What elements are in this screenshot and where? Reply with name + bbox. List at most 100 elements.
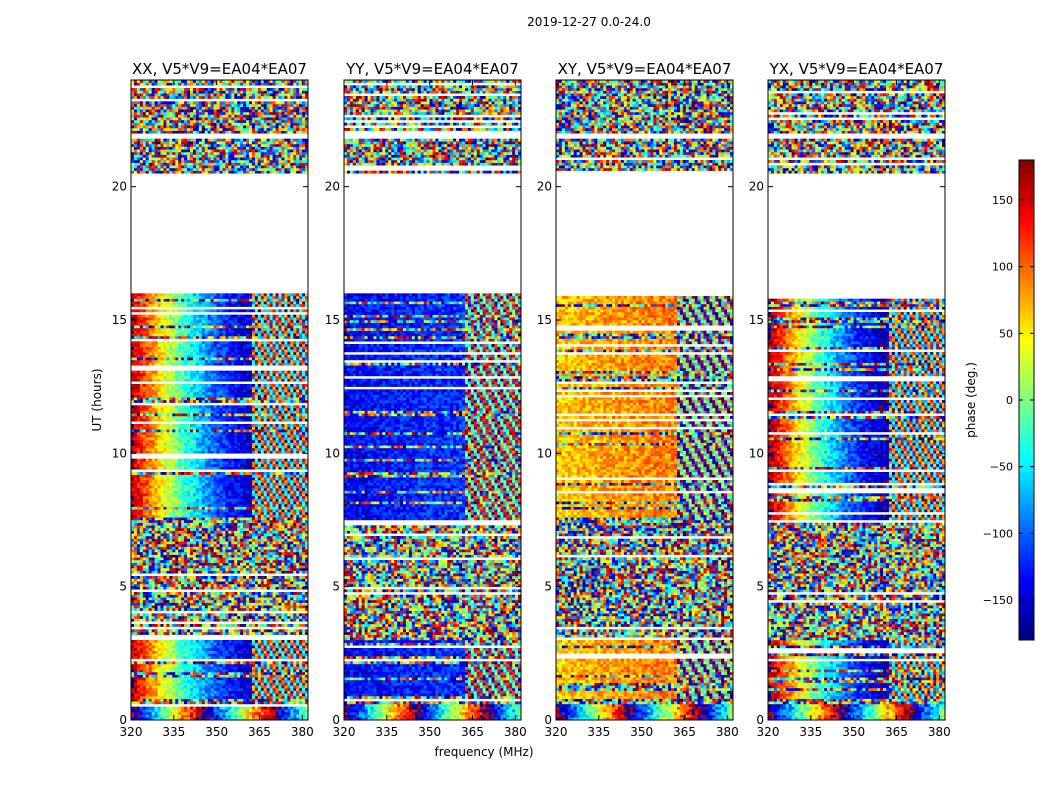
heatmap-cell [163,699,166,702]
heatmap-cell [225,651,228,654]
heatmap-cell [296,675,299,678]
heatmap-cell [252,699,255,702]
heatmap-cell [249,712,252,715]
heatmap-cell [279,645,282,648]
heatmap-cell [149,629,152,632]
heatmap-cell [255,648,258,651]
heatmap-cell [155,629,158,632]
heatmap-cell [172,677,175,680]
heatmap-cell [237,677,240,680]
heatmap-cell [220,648,223,651]
heatmap-cell [293,701,296,704]
heatmap-cell [161,709,164,712]
heatmap-cell [172,685,175,688]
heatmap-cell [155,672,158,675]
heatmap-cell [243,707,246,710]
heatmap-cell [287,672,290,675]
heatmap-cell [178,667,181,670]
heatmap-cell [158,701,161,704]
heatmap-cell [193,661,196,664]
heatmap-cell [196,709,199,712]
heatmap-cell [187,640,190,643]
heatmap-cell [279,680,282,683]
heatmap-cell [261,651,264,654]
heatmap-cell [228,669,231,672]
heatmap-cell [249,696,252,699]
heatmap-cell [273,693,276,696]
heatmap-cell [246,683,249,686]
heatmap-cell [246,675,249,678]
heatmap-cell [134,629,137,632]
heatmap-cell [184,709,187,712]
heatmap-cell [214,664,217,667]
heatmap-cell [281,712,284,715]
heatmap-cell [163,624,166,627]
heatmap-cell [175,632,178,635]
heatmap-cell [146,629,149,632]
heatmap-cell [258,664,261,667]
heatmap-cell [161,632,164,635]
heatmap-cell [205,629,208,632]
heatmap-cell [190,712,193,715]
heatmap-cell [205,667,208,670]
heatmap-cell [293,688,296,691]
heatmap-cell [255,643,258,646]
heatmap-cell [234,683,237,686]
heatmap-cell [296,667,299,670]
heatmap-cell [276,653,279,656]
heatmap-cell [208,712,211,715]
heatmap-cell [290,715,293,718]
heatmap-cell [214,680,217,683]
heatmap-cell [220,653,223,656]
heatmap-cell [255,699,258,702]
heatmap-cell [302,661,305,664]
heatmap-cell [284,680,287,683]
heatmap-cell [202,680,205,683]
heatmap-cell [240,643,243,646]
heatmap-cell [267,707,270,710]
heatmap-cell [220,645,223,648]
heatmap-cell [217,643,220,646]
heatmap-cell [276,715,279,718]
heatmap-cell [175,643,178,646]
heatmap-cell [284,685,287,688]
heatmap-cell [134,664,137,667]
heatmap-cell [255,683,258,686]
heatmap-cell [143,667,146,670]
heatmap-cell [302,712,305,715]
heatmap-cell [172,656,175,659]
heatmap-cell [237,688,240,691]
heatmap-cell [190,693,193,696]
heatmap-cell [202,648,205,651]
heatmap-cell [211,669,214,672]
heatmap-cell [172,709,175,712]
heatmap-cell [287,677,290,680]
heatmap-cell [296,693,299,696]
heatmap-cell [134,675,137,678]
heatmap-cell [296,691,299,694]
heatmap-cell [140,651,143,654]
heatmap-cell [208,691,211,694]
heatmap-cell [166,688,169,691]
heatmap-cell [284,643,287,646]
heatmap-cell [261,696,264,699]
heatmap-cell [225,688,228,691]
heatmap-cell [193,712,196,715]
heatmap-cell [293,709,296,712]
heatmap-cell [181,712,184,715]
heatmap-cell [240,667,243,670]
heatmap-cell [281,667,284,670]
heatmap-cell [287,629,290,632]
heatmap-cell [146,685,149,688]
heatmap-cell [187,712,190,715]
heatmap-cell [234,677,237,680]
heatmap-cell [140,688,143,691]
heatmap-cell [152,669,155,672]
heatmap-cell [155,688,158,691]
heatmap-cell [143,715,146,718]
heatmap-cell [137,709,140,712]
heatmap-cell [155,712,158,715]
heatmap-cell [276,661,279,664]
heatmap-cell [246,688,249,691]
heatmap-cell [166,664,169,667]
